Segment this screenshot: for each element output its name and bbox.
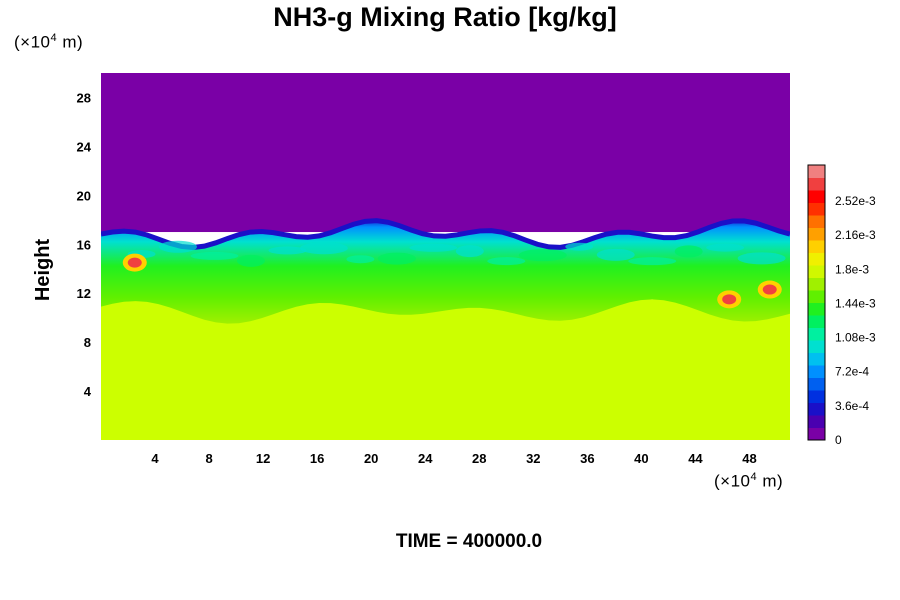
colorbar-swatch — [808, 290, 825, 303]
colorbar-tick-label: 1.44e-3 — [835, 296, 876, 310]
x-tick-label: 40 — [634, 451, 648, 466]
colorbar-swatch — [808, 177, 825, 191]
colorbar-tick-label: 1.08e-3 — [835, 331, 876, 345]
x-tick-label: 24 — [418, 451, 433, 466]
colorbar-swatch — [808, 340, 825, 353]
x-tick-label: 36 — [580, 451, 594, 466]
hot-spot — [722, 294, 737, 305]
mixing-eddy — [159, 240, 198, 253]
colorbar-swatch — [808, 365, 825, 378]
mixing-eddy — [268, 246, 307, 255]
colorbar-swatch — [808, 315, 825, 328]
x-tick-label: 44 — [688, 451, 703, 466]
mixing-eddy — [377, 252, 416, 265]
colorbar-tick-label: 7.2e-4 — [835, 365, 869, 379]
mixed-layer — [101, 218, 790, 324]
colorbar-swatch — [808, 352, 825, 366]
x-tick-label: 8 — [205, 451, 212, 466]
colorbar-swatch — [808, 427, 825, 441]
heatmap-field — [101, 73, 790, 440]
x-tick-label: 48 — [742, 451, 756, 466]
colorbar-swatch — [808, 227, 825, 241]
mixing-eddy — [346, 255, 375, 264]
colorbar-swatch — [808, 252, 825, 266]
y-axis-unit: (×104 m) — [14, 32, 83, 53]
mixing-eddy — [487, 257, 526, 266]
x-axis-ticks: 4 8 12 16 20 24 28 32 36 40 44 48 — [151, 451, 756, 466]
mixing-eddy — [190, 251, 239, 260]
mixing-eddy — [236, 254, 265, 267]
y-tick-label: 24 — [77, 139, 92, 154]
colorbar-swatch — [808, 377, 825, 391]
mixing-eddy — [409, 243, 458, 252]
x-tick-label: 28 — [472, 451, 486, 466]
colorbar-tick-label: 2.16e-3 — [835, 228, 876, 242]
colorbar-swatch — [808, 302, 825, 316]
x-axis-unit: (×104 m) — [714, 471, 783, 492]
mixing-eddy — [674, 245, 703, 258]
colorbar-tick-label: 2.52e-3 — [835, 194, 876, 208]
colorbar-tick-label: 0 — [835, 433, 842, 447]
mixing-eddy — [737, 252, 786, 265]
colorbar-swatch — [808, 165, 825, 178]
mixing-eddy — [706, 243, 745, 252]
x-tick-label: 12 — [256, 451, 270, 466]
interface-fringe — [101, 218, 790, 250]
colorbar-tick-label: 1.8e-3 — [835, 262, 869, 276]
x-tick-label: 4 — [151, 451, 159, 466]
mixing-eddy — [596, 248, 635, 261]
x-tick-label: 16 — [310, 451, 324, 466]
colorbar-frame — [807, 164, 826, 441]
lower-layer — [101, 299, 790, 440]
mixing-eddy — [518, 249, 567, 262]
y-unit-suffix: m) — [57, 32, 84, 52]
y-tick-label: 8 — [84, 335, 91, 350]
x-unit-prefix: (×10 — [714, 471, 751, 491]
y-tick-label: 12 — [77, 286, 91, 301]
colorbar-swatch — [808, 402, 825, 416]
colorbar-swatch — [808, 240, 825, 253]
mixing-eddy — [299, 242, 348, 255]
colorbar-swatch — [808, 190, 825, 203]
colorbar-swatch — [808, 327, 825, 341]
colorbar-tick-label: 3.6e-4 — [835, 399, 869, 413]
hot-spot — [127, 257, 142, 268]
x-unit-exponent: 4 — [750, 471, 758, 483]
mixing-eddy — [628, 257, 677, 266]
colorbar-swatch — [808, 265, 825, 278]
colorbar: 0 3.6e-4 7.2e-4 1.08e-3 1.44e-3 1.8e-3 2.16e-3… — [807, 164, 876, 447]
colorbar-swatch — [808, 215, 825, 228]
x-tick-label: 32 — [526, 451, 540, 466]
colorbar-swatch — [808, 277, 825, 291]
y-tick-label: 16 — [77, 237, 91, 252]
mixing-eddy — [455, 245, 484, 258]
colorbar-swatch — [808, 415, 825, 428]
upper-layer — [101, 73, 790, 233]
x-unit-suffix: m) — [757, 471, 784, 491]
colorbar-swatch — [808, 390, 825, 403]
mixing-eddy — [565, 242, 594, 251]
hot-spot — [762, 284, 777, 295]
chart-title: NH3-g Mixing Ratio [kg/kg] — [273, 2, 617, 32]
y-tick-label: 28 — [77, 90, 91, 105]
time-label: TIME = 400000.0 — [395, 531, 543, 552]
y-unit-prefix: (×10 — [14, 32, 51, 52]
colorbar-swatch — [808, 202, 825, 216]
x-tick-label: 20 — [364, 451, 378, 466]
y-axis-ticks: 4 8 12 16 20 24 28 — [77, 90, 92, 399]
y-unit-exponent: 4 — [50, 32, 58, 44]
y-tick-label: 20 — [77, 188, 91, 203]
y-tick-label: 4 — [84, 384, 92, 399]
